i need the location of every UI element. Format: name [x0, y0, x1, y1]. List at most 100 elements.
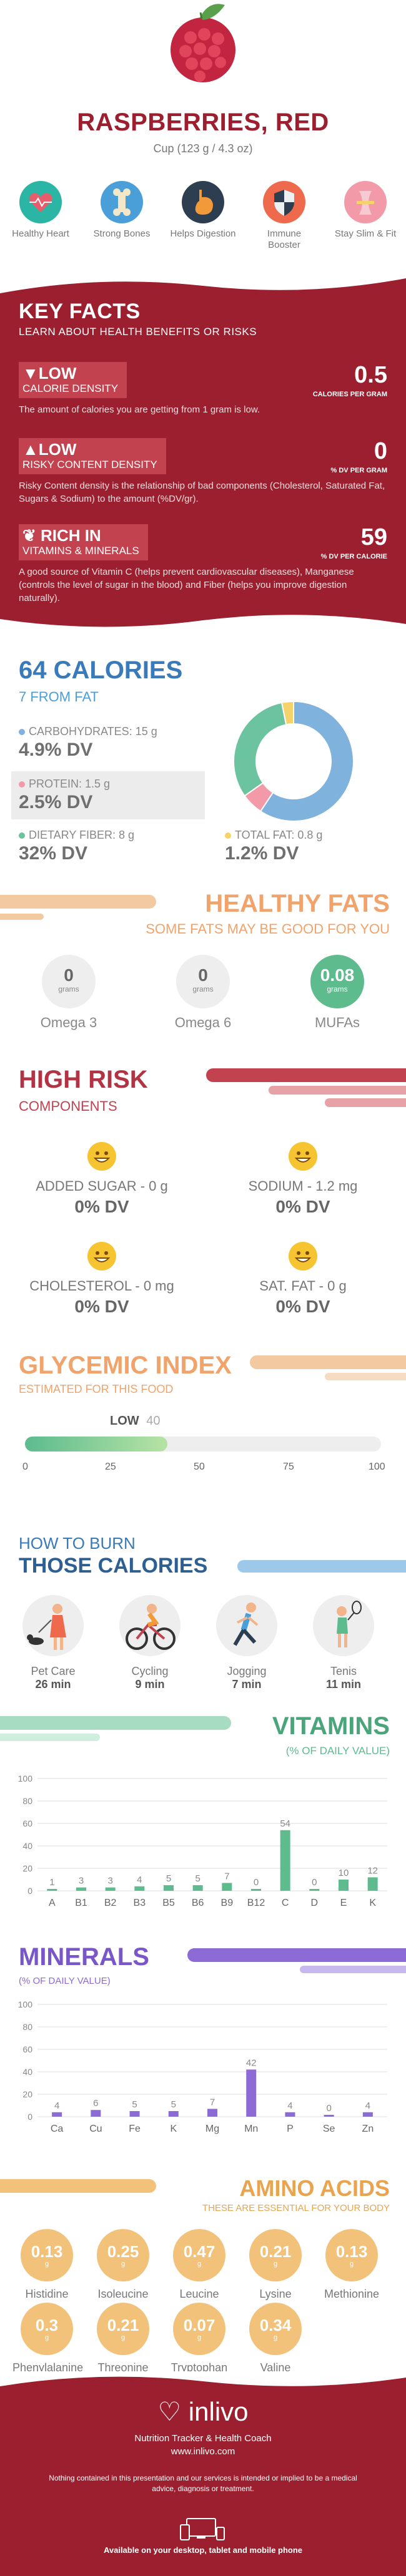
amino-threonine: 0.21 g Threonine [89, 2303, 157, 2374]
x-tick-label: B12 [247, 1898, 265, 1908]
fat-dot-icon [225, 832, 231, 839]
macro-label: TOTAL FAT: 0.8 g [235, 829, 323, 841]
fact-description: Risky Content density is the relationshi… [19, 481, 385, 504]
y-tick-label: 80 [22, 1796, 32, 1806]
burn-activity: Cycling [131, 1665, 169, 1677]
glycemic-tick: 75 [283, 1461, 294, 1472]
waist-icon [344, 181, 387, 223]
fact-unit: CALORIES PER GRAM [312, 391, 387, 398]
bar-value-label: 1 [49, 1877, 54, 1888]
fact-vitamins-minerals: ❦ RICH IN VITAMINS & MINERALS 59 % DV PER… [19, 524, 387, 605]
amino-badge: 0.13 g [325, 2229, 378, 2281]
high-risk-subtitle: COMPONENTS [19, 1098, 117, 1114]
fact-description: A good source of Vitamin C (helps preven… [19, 567, 354, 603]
bar [285, 2112, 295, 2117]
fat-circle: 0 grams [176, 955, 230, 1008]
amino-unit: g [44, 2334, 49, 2341]
smile-icon [87, 1142, 116, 1171]
bar-value-label: 5 [132, 2099, 137, 2110]
fact-tag: ▼LOW CALORIE DENSITY [19, 362, 127, 398]
glycemic-title: GLYCEMIC INDEX [19, 1352, 232, 1379]
bar [367, 1877, 378, 1891]
decor-bar [250, 1355, 406, 1369]
burn-section: HOW TO BURN THOSE CALORIES Pet Care 26 m… [0, 1523, 406, 1710]
x-tick-label: Fe [129, 2124, 141, 2134]
amino-name: Tryptophan [171, 2361, 228, 2374]
benefit-strong-bones: Strong Bones [87, 181, 156, 240]
bar-value-label: 4 [365, 2100, 370, 2111]
burn-jogging: Jogging 7 min [206, 1595, 287, 1691]
bar-value-label: 42 [246, 2057, 257, 2068]
bar-value-label: 4 [287, 2100, 292, 2111]
fat-name: Omega 3 [40, 1015, 97, 1030]
amino-name: Leucine [179, 2288, 219, 2300]
minerals-bar-chart: 0 20 40 60 80 100 4 Ca 6 Cu 5 Fe 5 K 7 Mg 42 Mn 4 P 0 Se 4 Zn [18, 1999, 387, 2134]
wave-divider [0, 2371, 406, 2386]
bar-value-label: 7 [224, 1871, 229, 1881]
x-tick-label: B6 [192, 1898, 204, 1908]
amino-leucine: 0.47 g Leucine [165, 2229, 234, 2301]
y-tick-label: 20 [22, 1863, 32, 1873]
amino-name: Phenylalanine [12, 2361, 84, 2374]
amino-title: AMINO ACIDS [239, 2175, 390, 2201]
warning-icon: ▲ [22, 440, 39, 459]
glycemic-tick: 25 [105, 1461, 116, 1472]
y-tick-label: 40 [22, 2067, 32, 2077]
macro-donut-chart [233, 700, 354, 822]
decor-bar [0, 2179, 156, 2193]
x-tick-label: K [170, 2124, 177, 2134]
glycemic-fill [25, 1437, 167, 1451]
smile-icon [289, 1242, 317, 1271]
bar [129, 2111, 140, 2117]
bar-value-label: 10 [339, 1868, 349, 1878]
key-facts-title: KEY FACTS [19, 300, 141, 323]
glycemic-section: GLYCEMIC INDEX ESTIMATED FOR THIS FOOD L… [0, 1348, 406, 1510]
bar-value-label: 7 [210, 2097, 215, 2107]
bar [246, 2069, 257, 2117]
high-risk-section: HIGH RISK COMPONENTS ADDED SUGAR - 0 g 0… [0, 1061, 406, 1329]
jogging-icon [216, 1595, 277, 1656]
bar-value-label: 3 [107, 1876, 112, 1886]
x-tick-label: Mn [244, 2124, 258, 2134]
macro-dv: 32% DV [19, 843, 88, 864]
decor-bar [0, 1716, 231, 1730]
y-tick-label: 100 [18, 1773, 33, 1783]
decor-bar [300, 1966, 406, 1973]
fat-unit: grams [58, 985, 79, 993]
benefits-row: Healthy Heart Strong Bones Helps Digesti… [0, 181, 406, 262]
y-tick-label: 60 [22, 2044, 32, 2054]
footer-url[interactable]: www.inlivo.com [171, 2446, 235, 2457]
bar [362, 2112, 373, 2117]
y-tick-label: 80 [22, 2022, 32, 2032]
burn-time: 7 min [232, 1678, 262, 1690]
bar [105, 1887, 116, 1891]
amino-valine: 0.34 g Valine [241, 2303, 310, 2374]
bar [91, 2110, 101, 2117]
fat-name: Omega 6 [174, 1015, 232, 1030]
footer-tagline: Nutrition Tracker & Health Coach [134, 2433, 272, 2444]
vitamins-bar-chart: 0 20 40 60 80 100 1 A 3 B1 3 B2 4 B3 5 B5 5 B6 7 B9 0 B12 54 C 0… [18, 1773, 387, 1908]
fact-calorie-density: ▼LOW CALORIE DENSITY 0.5 CALORIES PER GRA… [19, 362, 387, 416]
amino-name: Methionine [324, 2288, 380, 2300]
burn-time: 9 min [135, 1678, 165, 1690]
devices-icon [180, 2518, 225, 2540]
amino-value: 0.3 [35, 2316, 59, 2334]
calories-title: 64 CALORIES [19, 656, 183, 684]
decor-bar [237, 1560, 406, 1573]
burn-title-2: THOSE CALORIES [19, 1554, 208, 1578]
bar [168, 2111, 179, 2117]
amino-badge: 0.34 g [249, 2303, 302, 2355]
fat-omega-3: 0 grams Omega 3 [28, 955, 109, 1031]
heart-outline-icon: ♡ [157, 2397, 182, 2426]
macro-dv: 2.5% DV [19, 792, 93, 812]
fat-unit: grams [327, 985, 348, 993]
bar-value-label: 0 [312, 1877, 317, 1888]
fact-name: VITAMINS & MINERALS [22, 545, 139, 557]
amino-value: 0.07 [183, 2316, 215, 2334]
fact-description: The amount of calories you are getting f… [19, 404, 260, 415]
stomach-icon [182, 181, 224, 223]
fact-unit: % DV PER GRAM [330, 467, 387, 474]
fat-value: 0 [64, 965, 74, 985]
inlivo-logo[interactable]: ♡ inlivo [0, 2396, 406, 2427]
